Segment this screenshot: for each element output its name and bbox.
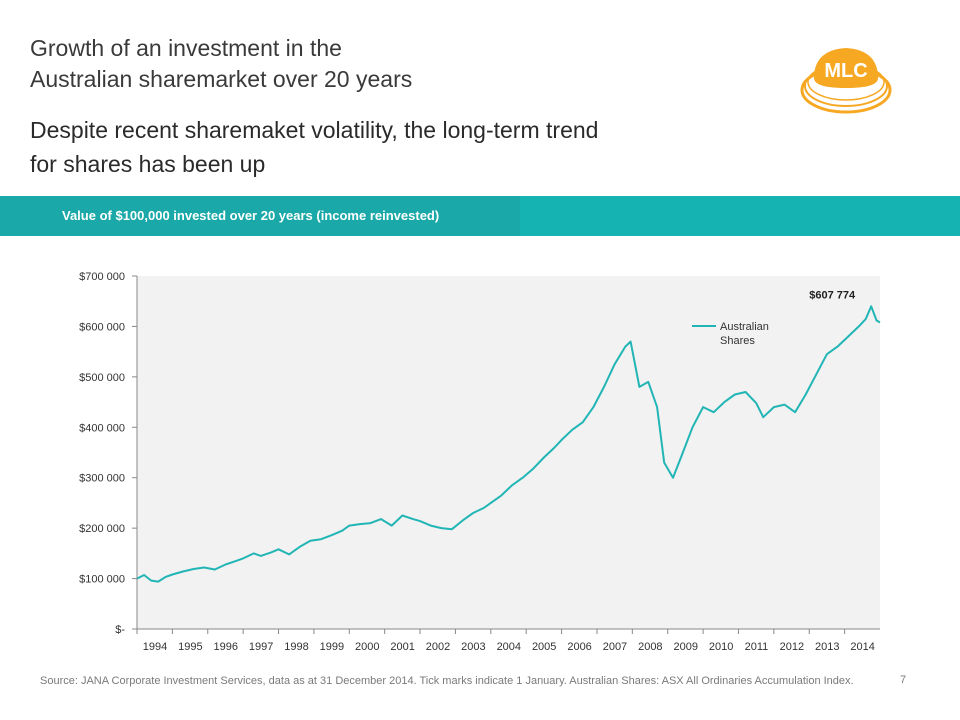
x-tick-label: 2014 bbox=[850, 641, 874, 653]
logo-text: MLC bbox=[824, 60, 867, 82]
page-subtitle: Despite recent sharemaket volatility, th… bbox=[30, 113, 790, 181]
x-tick-label: 2013 bbox=[815, 641, 839, 653]
y-tick-label: $500 000 bbox=[79, 372, 125, 384]
subtitle-line-2: for shares has been up bbox=[30, 151, 266, 177]
x-tick-label: 1996 bbox=[214, 641, 238, 653]
x-tick-label: 2005 bbox=[532, 641, 556, 653]
title-line-1: Growth of an investment in the bbox=[30, 35, 342, 61]
x-tick-label: 2012 bbox=[780, 641, 804, 653]
series-line-australian-shares bbox=[136, 305, 881, 583]
x-tick-label: 2011 bbox=[745, 641, 769, 653]
y-tick-label: $700 000 bbox=[79, 271, 125, 283]
x-tick-label: 2009 bbox=[673, 641, 697, 653]
y-tick-label: $300 000 bbox=[79, 473, 125, 485]
x-tick-label: 2002 bbox=[426, 641, 450, 653]
chart-title-band: Value of $100,000 invested over 20 years… bbox=[0, 196, 960, 236]
x-tick-label: 1998 bbox=[284, 641, 308, 653]
title-line-2: Australian sharemarket over 20 years bbox=[30, 66, 413, 92]
x-tick-label: 2008 bbox=[638, 641, 662, 653]
x-tick-label: 2004 bbox=[497, 641, 521, 653]
plot-area bbox=[137, 276, 880, 629]
x-tick-label: 1999 bbox=[320, 641, 344, 653]
x-tick-label: 1994 bbox=[143, 641, 167, 653]
end-value-label: $607 774 bbox=[809, 290, 856, 302]
x-tick-label: 2007 bbox=[603, 641, 627, 653]
growth-chart: $- $100 000 $200 000 $300 000 $400 000 $500 0… bbox=[79, 271, 881, 653]
x-tick-label: 1997 bbox=[249, 641, 273, 653]
y-tick-label: $400 000 bbox=[79, 422, 125, 434]
legend-label: Australian Shares bbox=[720, 321, 769, 347]
subtitle-line-1: Despite recent sharemaket volatility, th… bbox=[30, 117, 599, 143]
x-tick-label: 2001 bbox=[390, 641, 414, 653]
y-tick-label: $100 000 bbox=[79, 574, 125, 586]
page-number: 7 bbox=[900, 674, 907, 686]
x-tick-label: 2006 bbox=[567, 641, 591, 653]
x-tick-label: 2010 bbox=[709, 641, 733, 653]
chart-title: Value of $100,000 invested over 20 years… bbox=[62, 208, 440, 223]
x-tick-label: 1995 bbox=[178, 641, 202, 653]
x-tick-label: 2000 bbox=[355, 641, 379, 653]
page-title: Growth of an investment in the Australia… bbox=[30, 33, 730, 95]
mlc-logo: MLC bbox=[800, 48, 892, 114]
chart-title-tab bbox=[0, 196, 520, 236]
y-tick-label: $- bbox=[115, 624, 125, 636]
y-tick-label: $600 000 bbox=[79, 321, 125, 333]
source-note: Source: JANA Corporate Investment Servic… bbox=[40, 675, 854, 687]
y-tick-label: $200 000 bbox=[79, 523, 125, 535]
x-tick-label: 2003 bbox=[461, 641, 485, 653]
